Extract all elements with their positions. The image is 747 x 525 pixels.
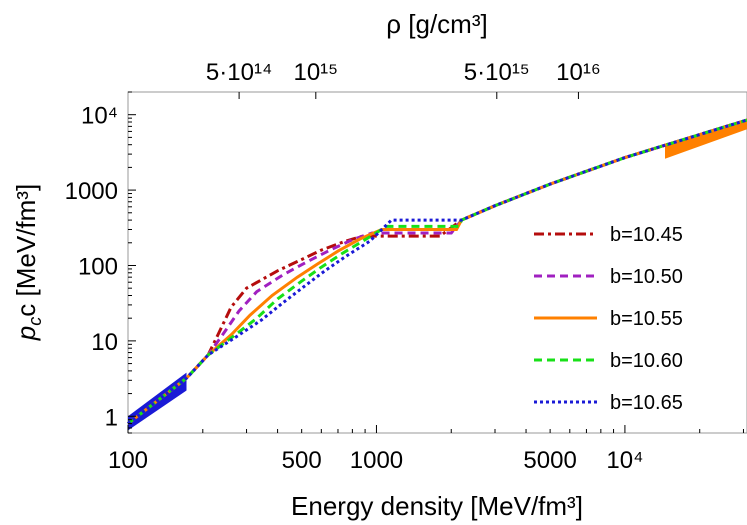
top-tick-label: 10¹⁵ <box>293 59 338 86</box>
series-line-5 <box>127 118 747 425</box>
top-axis-ticks: 5·10¹⁴ 10¹⁵ 5·10¹⁵ 10¹⁶ <box>206 59 601 99</box>
series-lines <box>127 118 747 425</box>
legend: b=10.45 b=10.50 b=10.55 b=10.60 b=10.65 <box>534 224 683 414</box>
top-tick-label: 10¹⁶ <box>556 59 601 86</box>
y-tick-label: 10 <box>91 329 118 356</box>
y-axis-ticks: 1 10 100 1000 10⁴ <box>65 91 136 434</box>
legend-label-2: b=10.50 <box>610 266 683 288</box>
legend-label-1: b=10.45 <box>610 224 683 246</box>
legend-label-4: b=10.60 <box>610 350 683 372</box>
x-tick-label: 10⁴ <box>606 447 643 474</box>
y-tick-label: 1 <box>105 404 118 431</box>
y-tick-label: 1000 <box>65 178 118 205</box>
x-axis-ticks: 100 500 1000 5000 10⁴ <box>108 425 744 474</box>
y-tick-label: 100 <box>78 253 118 280</box>
y-axis-label-rest: c [MeV/fm³] <box>11 184 41 317</box>
x-tick-label: 5000 <box>523 447 576 474</box>
series-line-4 <box>127 118 747 425</box>
top-axis-label: ρ [g/cm³] <box>386 9 487 39</box>
y-axis-label-subscript: c <box>25 317 45 326</box>
top-tick-label: 5·10¹⁵ <box>464 59 530 86</box>
plot-frame <box>127 91 747 434</box>
x-axis-label: Energy density [MeV/fm³] <box>291 491 583 521</box>
x-tick-label: 500 <box>282 447 322 474</box>
y-axis-label-symbol: p <box>11 326 41 341</box>
y-tick-label: 10⁴ <box>81 103 118 130</box>
top-tick-label: 5·10¹⁴ <box>206 59 272 86</box>
series-line-2 <box>127 118 747 425</box>
uncertainty-band-2 <box>665 118 747 159</box>
legend-label-5: b=10.65 <box>610 392 683 414</box>
y-axis-label: pcc [MeV/fm³] <box>11 184 45 341</box>
x-tick-label: 100 <box>108 447 148 474</box>
x-tick-label: 1000 <box>350 447 403 474</box>
legend-label-3: b=10.55 <box>610 308 683 330</box>
